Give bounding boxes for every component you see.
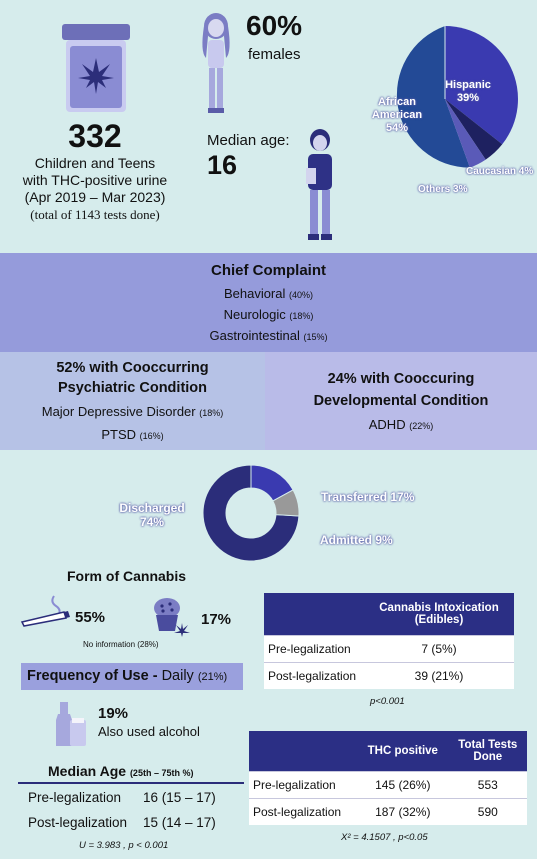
- race-label-hispanic: Hispanic: [445, 79, 491, 91]
- disposition-label-transferred: Transferred 17%: [321, 490, 415, 504]
- table-row: Pre-legalization 7 (5%): [264, 634, 514, 662]
- female-pct: 60%: [246, 10, 303, 41]
- count-desc-3: (Apr 2019 – Mar 2023): [24, 189, 166, 205]
- frequency-box: [21, 663, 243, 690]
- median-age-row: Post-legalization: [28, 815, 128, 830]
- developmental-title-1: 24% with Cooccuring: [327, 371, 475, 387]
- count-desc-1: Children and Teens: [34, 155, 156, 171]
- no-info-label: No information (28%): [83, 640, 159, 649]
- chief-complaint-band: [0, 253, 537, 352]
- donut-slice-discharged: [202, 464, 300, 562]
- disposition-label-discharged: Discharged: [119, 501, 185, 515]
- joint-icon: [20, 595, 70, 627]
- row-label: Pre-legalization: [249, 770, 357, 798]
- disposition-label-admitted: Admitted 9%: [320, 533, 393, 547]
- donut-slice-admitted: [272, 489, 300, 517]
- alcohol-label: Also used alcohol: [98, 724, 200, 739]
- smoked-pct: 55%: [75, 609, 106, 626]
- median-age-stat: U = 3.983 , p < 0.001: [79, 840, 169, 851]
- race-label-others: Others 3%: [418, 184, 468, 195]
- intoxication-table: Cannabis Intoxication (Edibles) Pre-legal…: [264, 593, 514, 689]
- race-label-hispanic-pct: 39%: [456, 92, 480, 104]
- race-pie-chart: [396, 26, 518, 168]
- beer-bottle-icon: [56, 702, 86, 746]
- thc-positive-count: 332: [68, 118, 122, 154]
- male-figure-icon: [306, 129, 332, 240]
- developmental-band: [265, 352, 537, 450]
- median-age-title: Median Age (25th – 75th %): [48, 763, 194, 779]
- row-label: Post-legalization: [249, 797, 357, 825]
- race-slice-african-american: [396, 26, 470, 168]
- row-thc: 187 (32%): [357, 797, 449, 825]
- median-age-value: 16: [207, 150, 238, 180]
- median-age-row: Pre-legalization: [28, 790, 122, 805]
- chief-complaint-title: Chief Complaint: [211, 262, 326, 279]
- median-age-value: 15 (14 – 17): [143, 815, 216, 830]
- row-value: 39 (21%): [364, 661, 514, 689]
- thc-stat: X² = 4.1507 , p<0.05: [341, 832, 428, 843]
- psychiatric-title-2: Psychiatric Condition: [57, 380, 208, 396]
- disposition-donut-chart: [202, 464, 300, 562]
- count-desc-2: with THC-positive urine: [22, 172, 168, 188]
- thc-table: THC positive Total Tests Done Pre-legaliz…: [249, 731, 527, 825]
- row-thc: 145 (26%): [357, 770, 449, 798]
- alcohol-pct: 19%: [98, 705, 129, 722]
- race-label-aa-pct: 54%: [385, 122, 409, 134]
- intoxication-stat: p<0.001: [370, 696, 405, 707]
- female-figure-icon: [202, 13, 230, 113]
- psychiatric-title-1: 52% with Cooccurring: [56, 360, 209, 376]
- median-age-divider: [18, 782, 244, 784]
- row-value: 7 (5%): [364, 634, 514, 662]
- psychiatric-item: Major Depressive Disorder (18%): [41, 404, 224, 419]
- race-slice-hispanic: [445, 26, 518, 145]
- edible-pct: 17%: [201, 611, 232, 628]
- intoxication-header-2: (Edibles): [414, 613, 464, 626]
- race-slice-caucasian: [445, 99, 503, 160]
- muffin-icon: [154, 598, 190, 637]
- table-row: Post-legalization 39 (21%): [264, 661, 514, 689]
- chief-complaint-item: Behavioral (40%): [223, 286, 314, 301]
- cannabis-form-title: Form of Cannabis: [67, 568, 187, 584]
- race-label-caucasian: Caucasian 4%: [466, 166, 534, 177]
- psychiatric-band: [0, 352, 265, 450]
- developmental-title-2: Developmental Condition: [313, 393, 489, 409]
- thc-header-2a: Total Tests: [458, 738, 518, 751]
- urine-cup-icon: [62, 24, 130, 112]
- race-label-aa-2: American: [371, 109, 423, 121]
- intoxication-header-1: Cannabis Intoxication: [379, 601, 499, 614]
- race-label-aa-1: African: [378, 96, 416, 108]
- thc-header-2b: Done: [473, 750, 503, 763]
- frequency-text: Frequency of Use - Daily (21%): [27, 668, 228, 684]
- disposition-label-discharged-pct: 74%: [139, 515, 165, 529]
- psychiatric-item: PTSD (16%): [101, 427, 164, 442]
- chief-complaint-item: Neurologic (18%): [223, 307, 314, 322]
- developmental-item: ADHD (22%): [368, 417, 434, 432]
- race-slice-others: [445, 99, 486, 168]
- row-total: 590: [448, 797, 527, 825]
- table-row: Post-legalization 187 (32%) 590: [249, 797, 527, 825]
- count-desc-4: (total of 1143 tests done): [30, 207, 160, 222]
- median-age-value: 16 (15 – 17): [143, 790, 216, 805]
- row-label: Post-legalization: [264, 661, 364, 689]
- chief-complaint-item: Gastrointestinal (15%): [209, 328, 328, 343]
- median-age-label: Median age:: [207, 132, 290, 149]
- female-label: females: [248, 46, 301, 63]
- row-total: 553: [448, 770, 527, 798]
- table-row: Pre-legalization 145 (26%) 553: [249, 770, 527, 798]
- row-label: Pre-legalization: [264, 634, 364, 662]
- thc-header-1: THC positive: [357, 731, 449, 771]
